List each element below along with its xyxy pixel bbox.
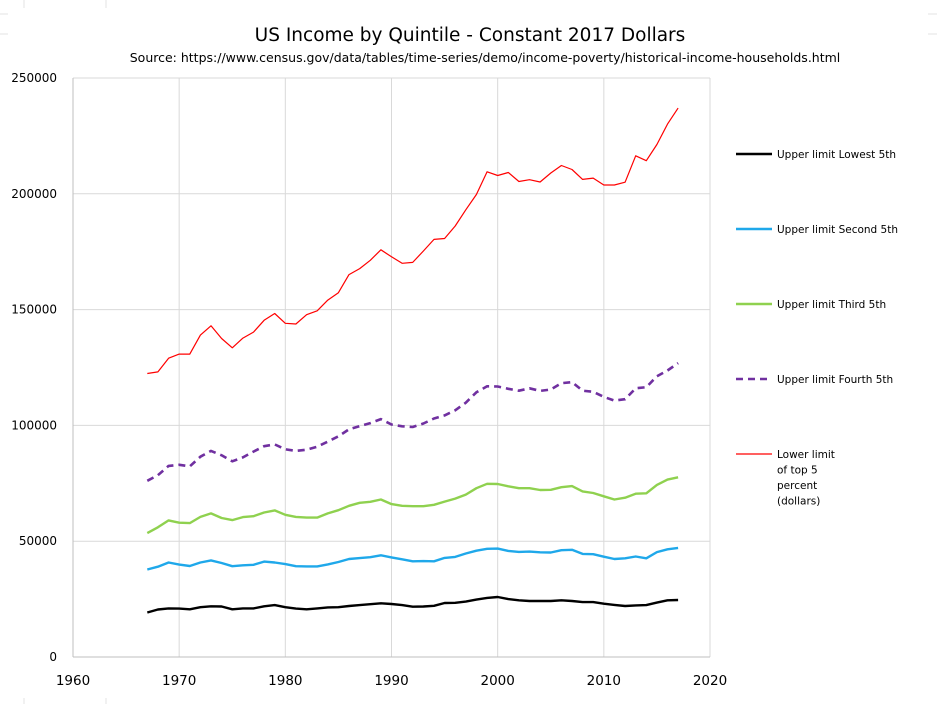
- x-tick-label: 1960: [56, 673, 90, 689]
- x-tick-label: 2010: [587, 673, 621, 689]
- legend-label: percent: [777, 480, 817, 492]
- y-tick-label: 200000: [11, 187, 57, 201]
- y-tick-label: 250000: [11, 71, 57, 85]
- chart-title: US Income by Quintile - Constant 2017 Do…: [255, 25, 686, 46]
- plot-axes: [72, 78, 710, 658]
- x-tick-label: 1970: [162, 673, 196, 689]
- legend-label: Upper limit Lowest 5th: [777, 149, 896, 161]
- y-tick-label: 0: [49, 650, 57, 664]
- legend-label: (dollars): [777, 496, 820, 508]
- x-axis-tick-labels: 1960 1970 1980 1990 2000 2010 2020: [56, 673, 727, 689]
- legend-label: Upper limit Fourth 5th: [777, 374, 893, 386]
- legend-label: Upper limit Third 5th: [777, 299, 886, 311]
- chart-legend: Upper limit Lowest 5th Upper limit Second…: [736, 149, 898, 508]
- y-tick-label: 50000: [19, 534, 57, 548]
- x-tick-label: 2000: [480, 673, 514, 689]
- chart-subtitle: Source: https://www.census.gov/data/tabl…: [130, 50, 841, 65]
- legend-label: Lower limit: [777, 449, 835, 461]
- data-series: [146, 107, 679, 614]
- series-line-4: [146, 362, 679, 482]
- series-line-1: [146, 595, 679, 614]
- y-axis-tick-labels: 0 50000 100000 150000 200000 250000: [11, 71, 57, 664]
- y-tick-label: 100000: [11, 418, 57, 432]
- series-line-3: [146, 476, 679, 535]
- x-tick-label: 2020: [693, 673, 727, 689]
- legend-label: Upper limit Second 5th: [777, 224, 898, 236]
- chart-area-background: [8, 8, 928, 698]
- series-line-5: [147, 107, 679, 375]
- y-tick-label: 150000: [11, 303, 57, 317]
- x-tick-label: 1980: [268, 673, 302, 689]
- series-line-2: [146, 546, 679, 571]
- x-tick-label: 1990: [374, 673, 408, 689]
- legend-label: of top 5: [777, 465, 818, 477]
